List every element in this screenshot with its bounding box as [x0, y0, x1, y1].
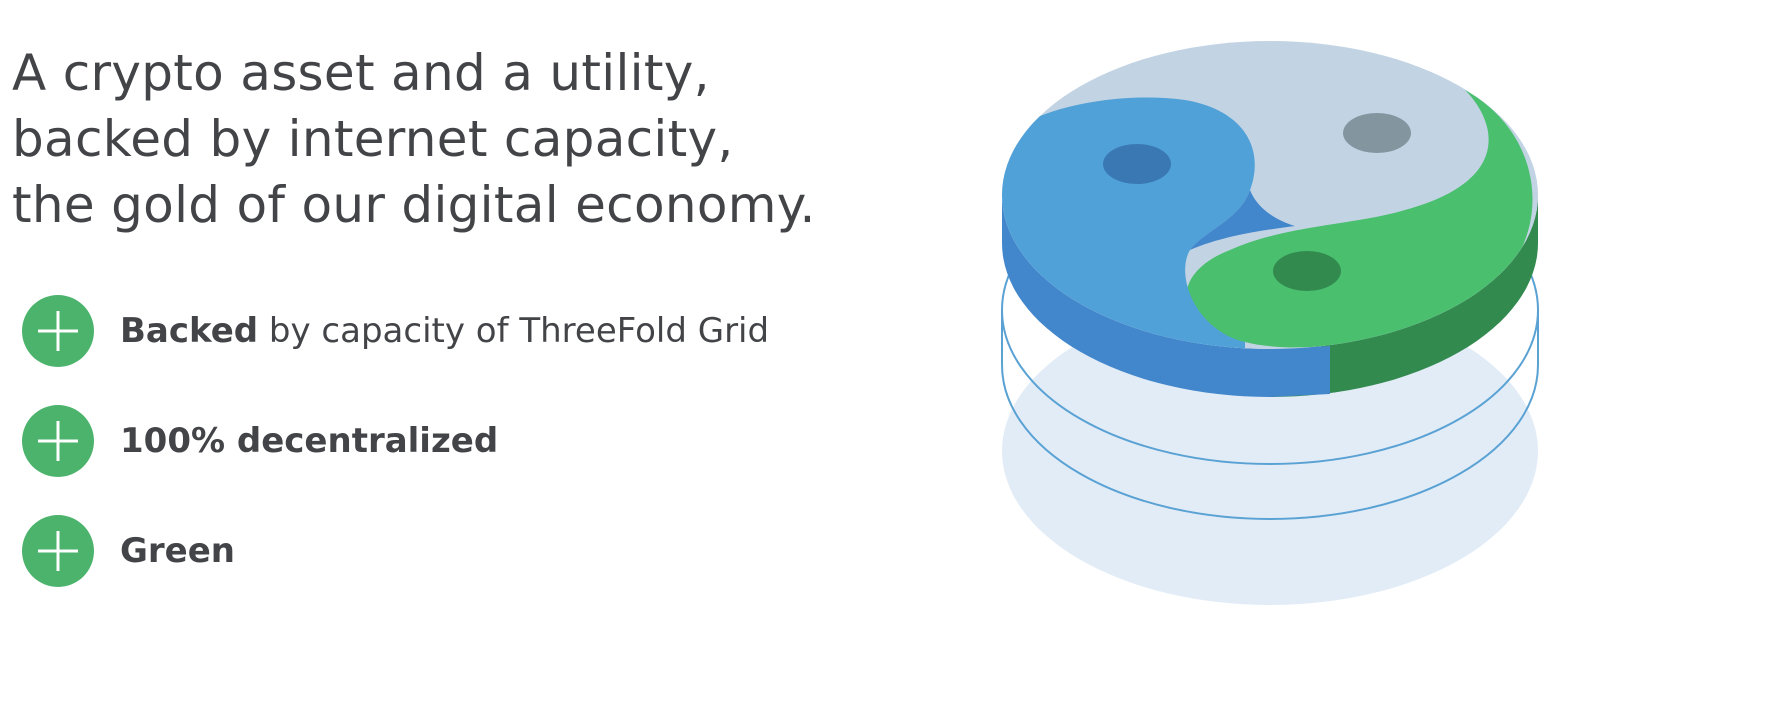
feature-label-rest: by capacity of ThreeFold Grid — [258, 311, 770, 351]
disc-top-green — [1186, 90, 1533, 348]
disc-top-blue-fold — [1190, 190, 1295, 250]
dot-green — [1273, 251, 1341, 291]
feature-list: Backed by capacity of ThreeFold Grid 100… — [22, 295, 769, 625]
disc-side-blue — [1002, 195, 1270, 397]
feature-label-bold: Backed — [120, 311, 259, 351]
feature-item-backed: Backed by capacity of ThreeFold Grid — [22, 295, 769, 367]
headline-line-1: A crypto asset and a utility, — [12, 44, 710, 102]
feature-item-decentralized: 100% decentralized — [22, 405, 769, 477]
feature-label: 100% decentralized — [120, 421, 498, 461]
headline-line-3: the gold of our digital economy. — [12, 176, 816, 234]
feature-item-green: Green — [22, 515, 769, 587]
feature-label: Green — [120, 531, 235, 571]
yin-yang-coin-illustration — [1001, 41, 1539, 605]
headline-line-2: backed by internet capacity, — [12, 110, 734, 168]
dot-blue — [1103, 144, 1171, 184]
outline-ring-lower — [1001, 310, 1539, 520]
plus-icon — [22, 295, 94, 367]
disc-side-green — [1270, 195, 1538, 397]
dot-grey — [1343, 113, 1411, 153]
plus-icon — [22, 515, 94, 587]
disc-side-blue-cap — [1270, 346, 1330, 397]
feature-label-bold: 100% decentralized — [120, 421, 499, 461]
feature-label: Backed by capacity of ThreeFold Grid — [120, 311, 769, 351]
headline: A crypto asset and a utility, backed by … — [12, 40, 816, 238]
plus-icon — [22, 405, 94, 477]
feature-label-bold: Green — [120, 531, 235, 571]
